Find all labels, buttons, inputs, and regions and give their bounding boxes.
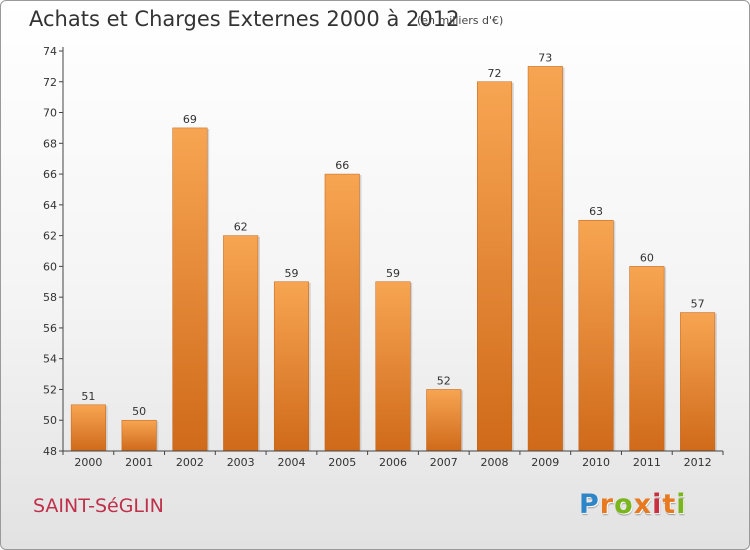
data-label: 73 bbox=[538, 51, 552, 64]
bar bbox=[121, 419, 157, 452]
data-label: 50 bbox=[132, 405, 146, 418]
x-tick-label: 2007 bbox=[430, 456, 458, 469]
chart-title: Achats et Charges Externes 2000 à 2012 bbox=[29, 7, 460, 31]
logo-letter: i bbox=[652, 489, 663, 520]
bar bbox=[629, 266, 665, 452]
y-tick-label: 68 bbox=[43, 137, 57, 150]
place-name: SAINT-SéGLIN bbox=[33, 495, 164, 517]
bar bbox=[70, 404, 106, 452]
data-label: 66 bbox=[335, 159, 349, 172]
bar bbox=[527, 66, 563, 452]
x-tick-label: 2001 bbox=[125, 456, 153, 469]
data-label: 62 bbox=[234, 221, 248, 234]
x-tick-label: 2004 bbox=[277, 456, 305, 469]
data-label: 72 bbox=[488, 67, 502, 80]
y-tick-label: 50 bbox=[43, 414, 57, 427]
bar bbox=[680, 312, 716, 452]
y-tick-label: 58 bbox=[43, 291, 57, 304]
logo-letter: x bbox=[633, 489, 653, 520]
x-tick-label: 2000 bbox=[74, 456, 102, 469]
y-tick-label: 56 bbox=[43, 322, 57, 335]
x-tick-label: 2003 bbox=[227, 456, 255, 469]
y-tick-label: 74 bbox=[43, 45, 57, 58]
logo-letter: o bbox=[614, 489, 634, 520]
y-tick-label: 72 bbox=[43, 76, 57, 89]
y-tick-label: 70 bbox=[43, 107, 57, 120]
logo-letter: P bbox=[579, 489, 600, 520]
y-axis: 48 50 52 54 56 58 60 62 64 66 68 70 72 74 bbox=[43, 45, 64, 458]
y-tick-label: 66 bbox=[43, 168, 57, 181]
bar bbox=[324, 173, 360, 452]
data-label: 57 bbox=[691, 298, 705, 311]
logo-letter: t bbox=[662, 489, 677, 520]
data-label: 52 bbox=[437, 374, 451, 387]
y-tick-label: 54 bbox=[43, 353, 57, 366]
bars: 51 50 69 62 59 66 59 52 72 73 63 60 57 bbox=[70, 51, 717, 452]
x-tick-label: 2002 bbox=[176, 456, 204, 469]
chart-unit: (en milliers d'€) bbox=[417, 14, 504, 27]
bar bbox=[273, 281, 309, 452]
bar bbox=[426, 389, 462, 452]
x-tick-label: 2008 bbox=[481, 456, 509, 469]
data-label: 60 bbox=[640, 251, 654, 264]
y-tick-label: 60 bbox=[43, 260, 57, 273]
bar bbox=[172, 127, 208, 452]
x-tick-label: 2011 bbox=[633, 456, 661, 469]
data-label: 51 bbox=[81, 390, 95, 403]
bar bbox=[578, 219, 614, 452]
y-tick-label: 52 bbox=[43, 383, 57, 396]
proxiti-logo: Proxiti bbox=[579, 489, 687, 520]
bar bbox=[375, 281, 411, 452]
data-label: 69 bbox=[183, 113, 197, 126]
data-label: 63 bbox=[589, 205, 603, 218]
y-tick-label: 48 bbox=[43, 445, 57, 458]
x-tick-label: 2005 bbox=[328, 456, 356, 469]
logo-letter: i bbox=[676, 489, 687, 520]
logo-letter: r bbox=[599, 489, 615, 520]
x-tick-label: 2010 bbox=[582, 456, 610, 469]
x-tick-label: 2012 bbox=[684, 456, 712, 469]
x-tick-label: 2006 bbox=[379, 456, 407, 469]
bar bbox=[477, 81, 513, 452]
x-axis: 2000 2001 2002 2003 2004 2005 2006 2007 2008 2009… bbox=[62, 450, 724, 469]
y-tick-label: 64 bbox=[43, 199, 57, 212]
x-tick-label: 2009 bbox=[531, 456, 559, 469]
data-label: 59 bbox=[386, 267, 400, 280]
y-tick-label: 62 bbox=[43, 230, 57, 243]
bar bbox=[223, 235, 259, 452]
data-label: 59 bbox=[284, 267, 298, 280]
